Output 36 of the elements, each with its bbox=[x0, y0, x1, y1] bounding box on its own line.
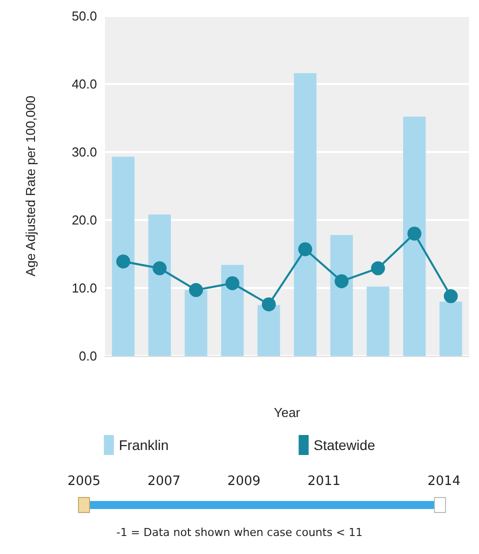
bar bbox=[440, 302, 462, 356]
text: 2007 bbox=[147, 474, 181, 489]
point bbox=[262, 297, 276, 312]
y-tick-label: 10.0 bbox=[72, 280, 97, 296]
bar bbox=[112, 156, 134, 356]
point bbox=[444, 289, 458, 304]
bar bbox=[184, 290, 208, 356]
text: 2011 bbox=[307, 474, 341, 489]
y-tick-label: 50.0 bbox=[72, 8, 97, 24]
bar bbox=[403, 116, 426, 356]
text: 2009 bbox=[227, 474, 261, 489]
legend-label: Franklin bbox=[118, 437, 169, 453]
bar bbox=[330, 234, 353, 356]
bar bbox=[366, 286, 390, 356]
x-axis-title: Year bbox=[274, 405, 301, 420]
point bbox=[189, 283, 203, 298]
point bbox=[298, 242, 312, 256]
text: 2005 bbox=[67, 474, 101, 489]
y-tick-label: 0.0 bbox=[78, 348, 97, 364]
bar bbox=[148, 214, 171, 356]
bar bbox=[221, 264, 244, 356]
text: 2014 bbox=[427, 474, 461, 489]
y-tick-label: 20.0 bbox=[72, 212, 97, 228]
point bbox=[334, 274, 349, 288]
y-axis-title: Age Adjusted Rate per 100,000 bbox=[23, 96, 38, 276]
point bbox=[152, 261, 167, 276]
bar bbox=[258, 305, 280, 356]
legend-label: Statewide bbox=[314, 437, 376, 453]
point bbox=[225, 276, 240, 290]
text: -1 = Data not shown when case counts < 11 bbox=[115, 526, 364, 539]
point bbox=[371, 261, 385, 276]
point bbox=[407, 226, 422, 241]
y-tick-label: 40.0 bbox=[72, 76, 97, 92]
point bbox=[116, 254, 130, 268]
bar bbox=[294, 73, 316, 356]
y-tick-label: 30.0 bbox=[72, 144, 97, 160]
